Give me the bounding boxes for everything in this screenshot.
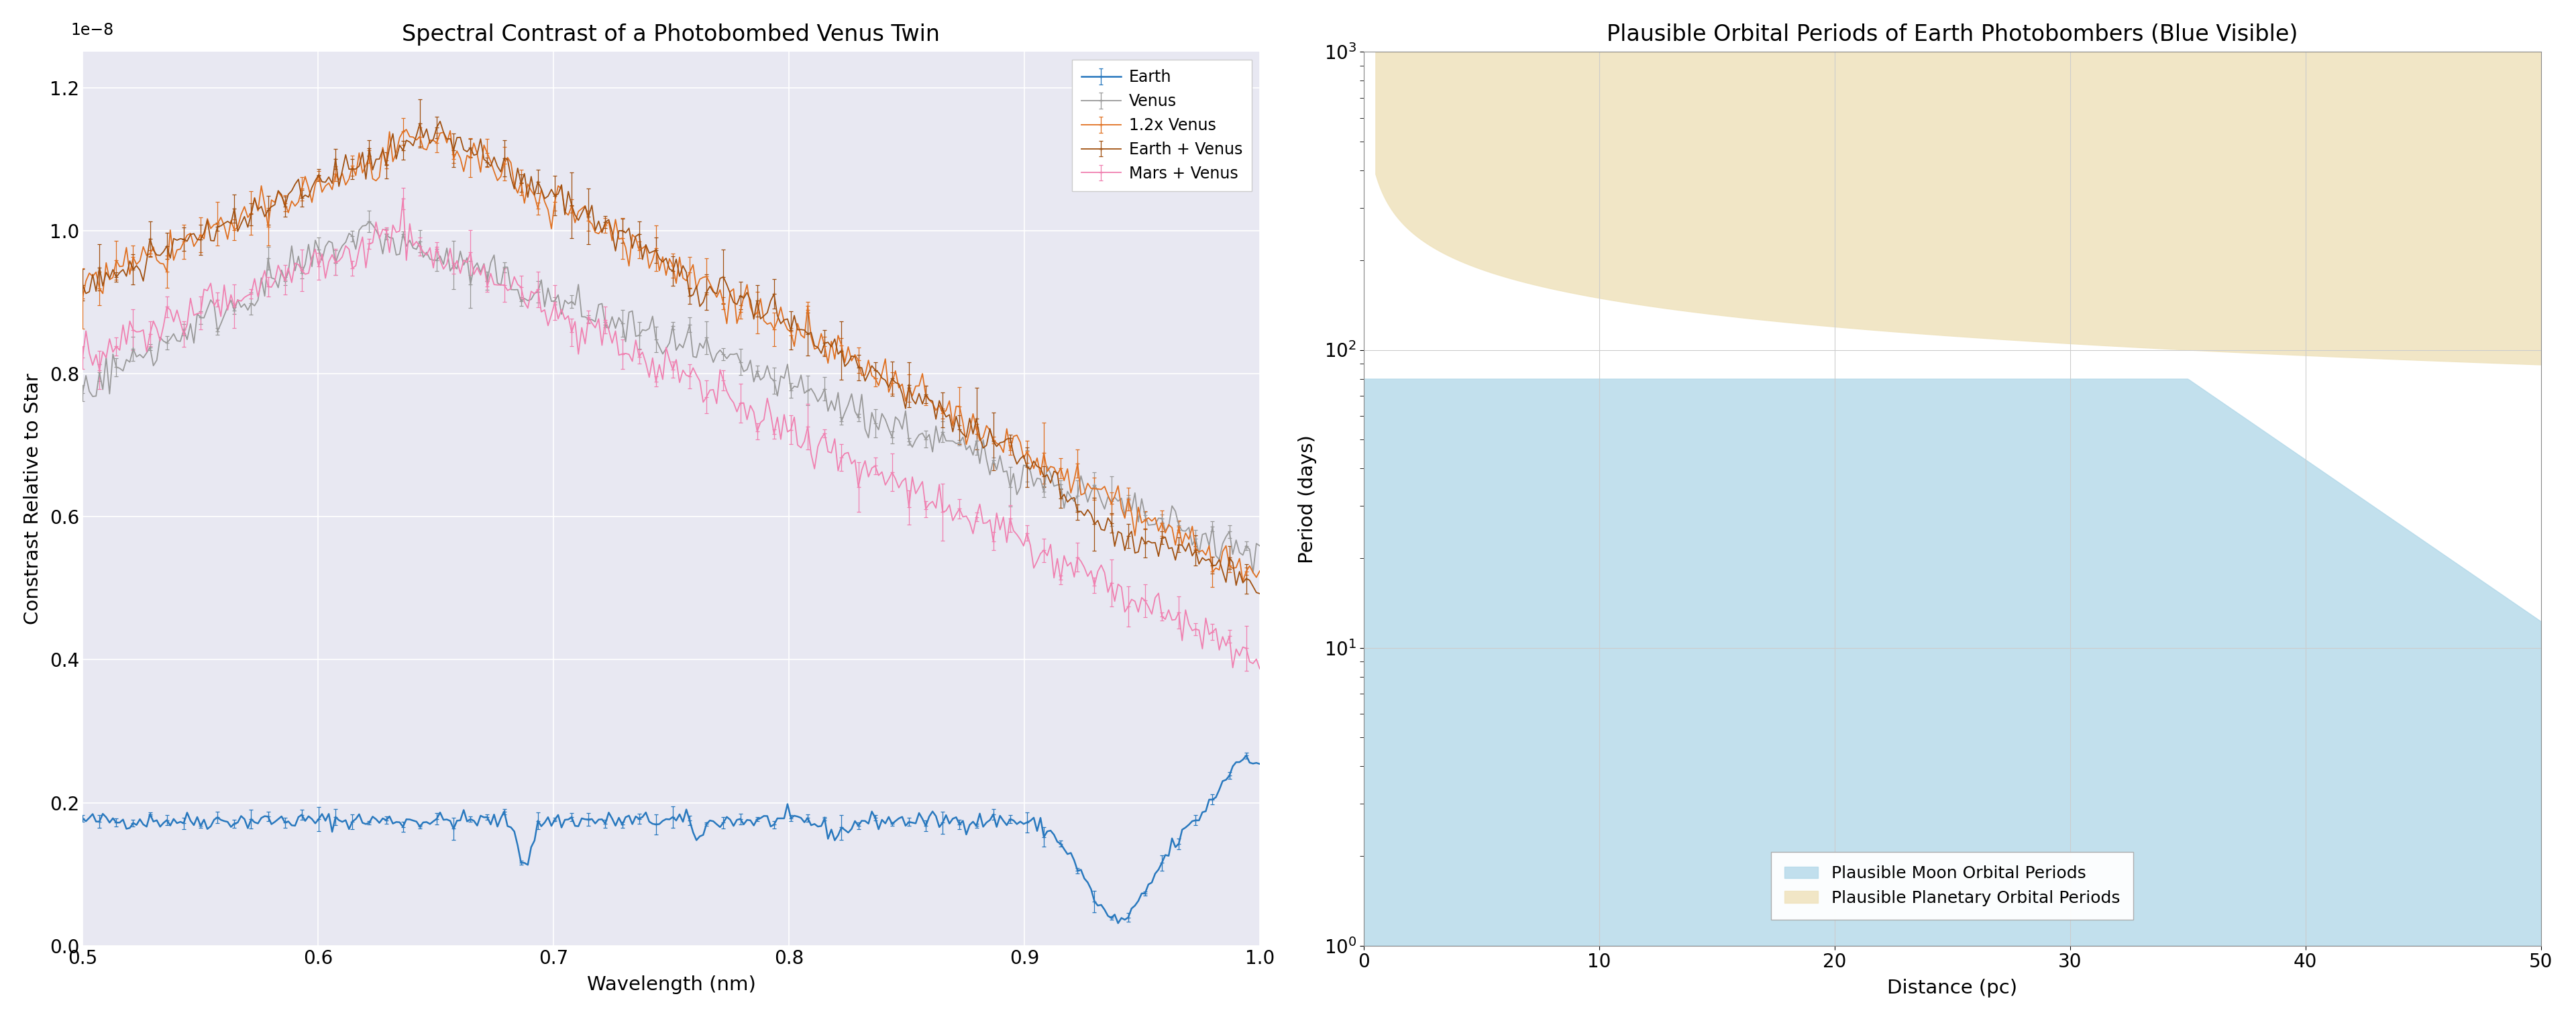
Y-axis label: Period (days): Period (days) [1298,435,1316,564]
Legend: Plausible Moon Orbital Periods, Plausible Planetary Orbital Periods: Plausible Moon Orbital Periods, Plausibl… [1770,852,2133,920]
Title: Spectral Contrast of a Photobombed Venus Twin: Spectral Contrast of a Photobombed Venus… [402,23,940,45]
X-axis label: Distance (pc): Distance (pc) [1888,979,2017,998]
Y-axis label: Constrast Relative to Star: Constrast Relative to Star [23,373,41,625]
Text: 1e−8: 1e−8 [70,22,113,39]
Title: Plausible Orbital Periods of Earth Photobombers (Blue Visible): Plausible Orbital Periods of Earth Photo… [1607,23,2298,45]
Legend: Earth, Venus, 1.2x Venus, Earth + Venus, Mars + Venus: Earth, Venus, 1.2x Venus, Earth + Venus,… [1072,60,1252,191]
X-axis label: Wavelength (nm): Wavelength (nm) [587,975,755,994]
